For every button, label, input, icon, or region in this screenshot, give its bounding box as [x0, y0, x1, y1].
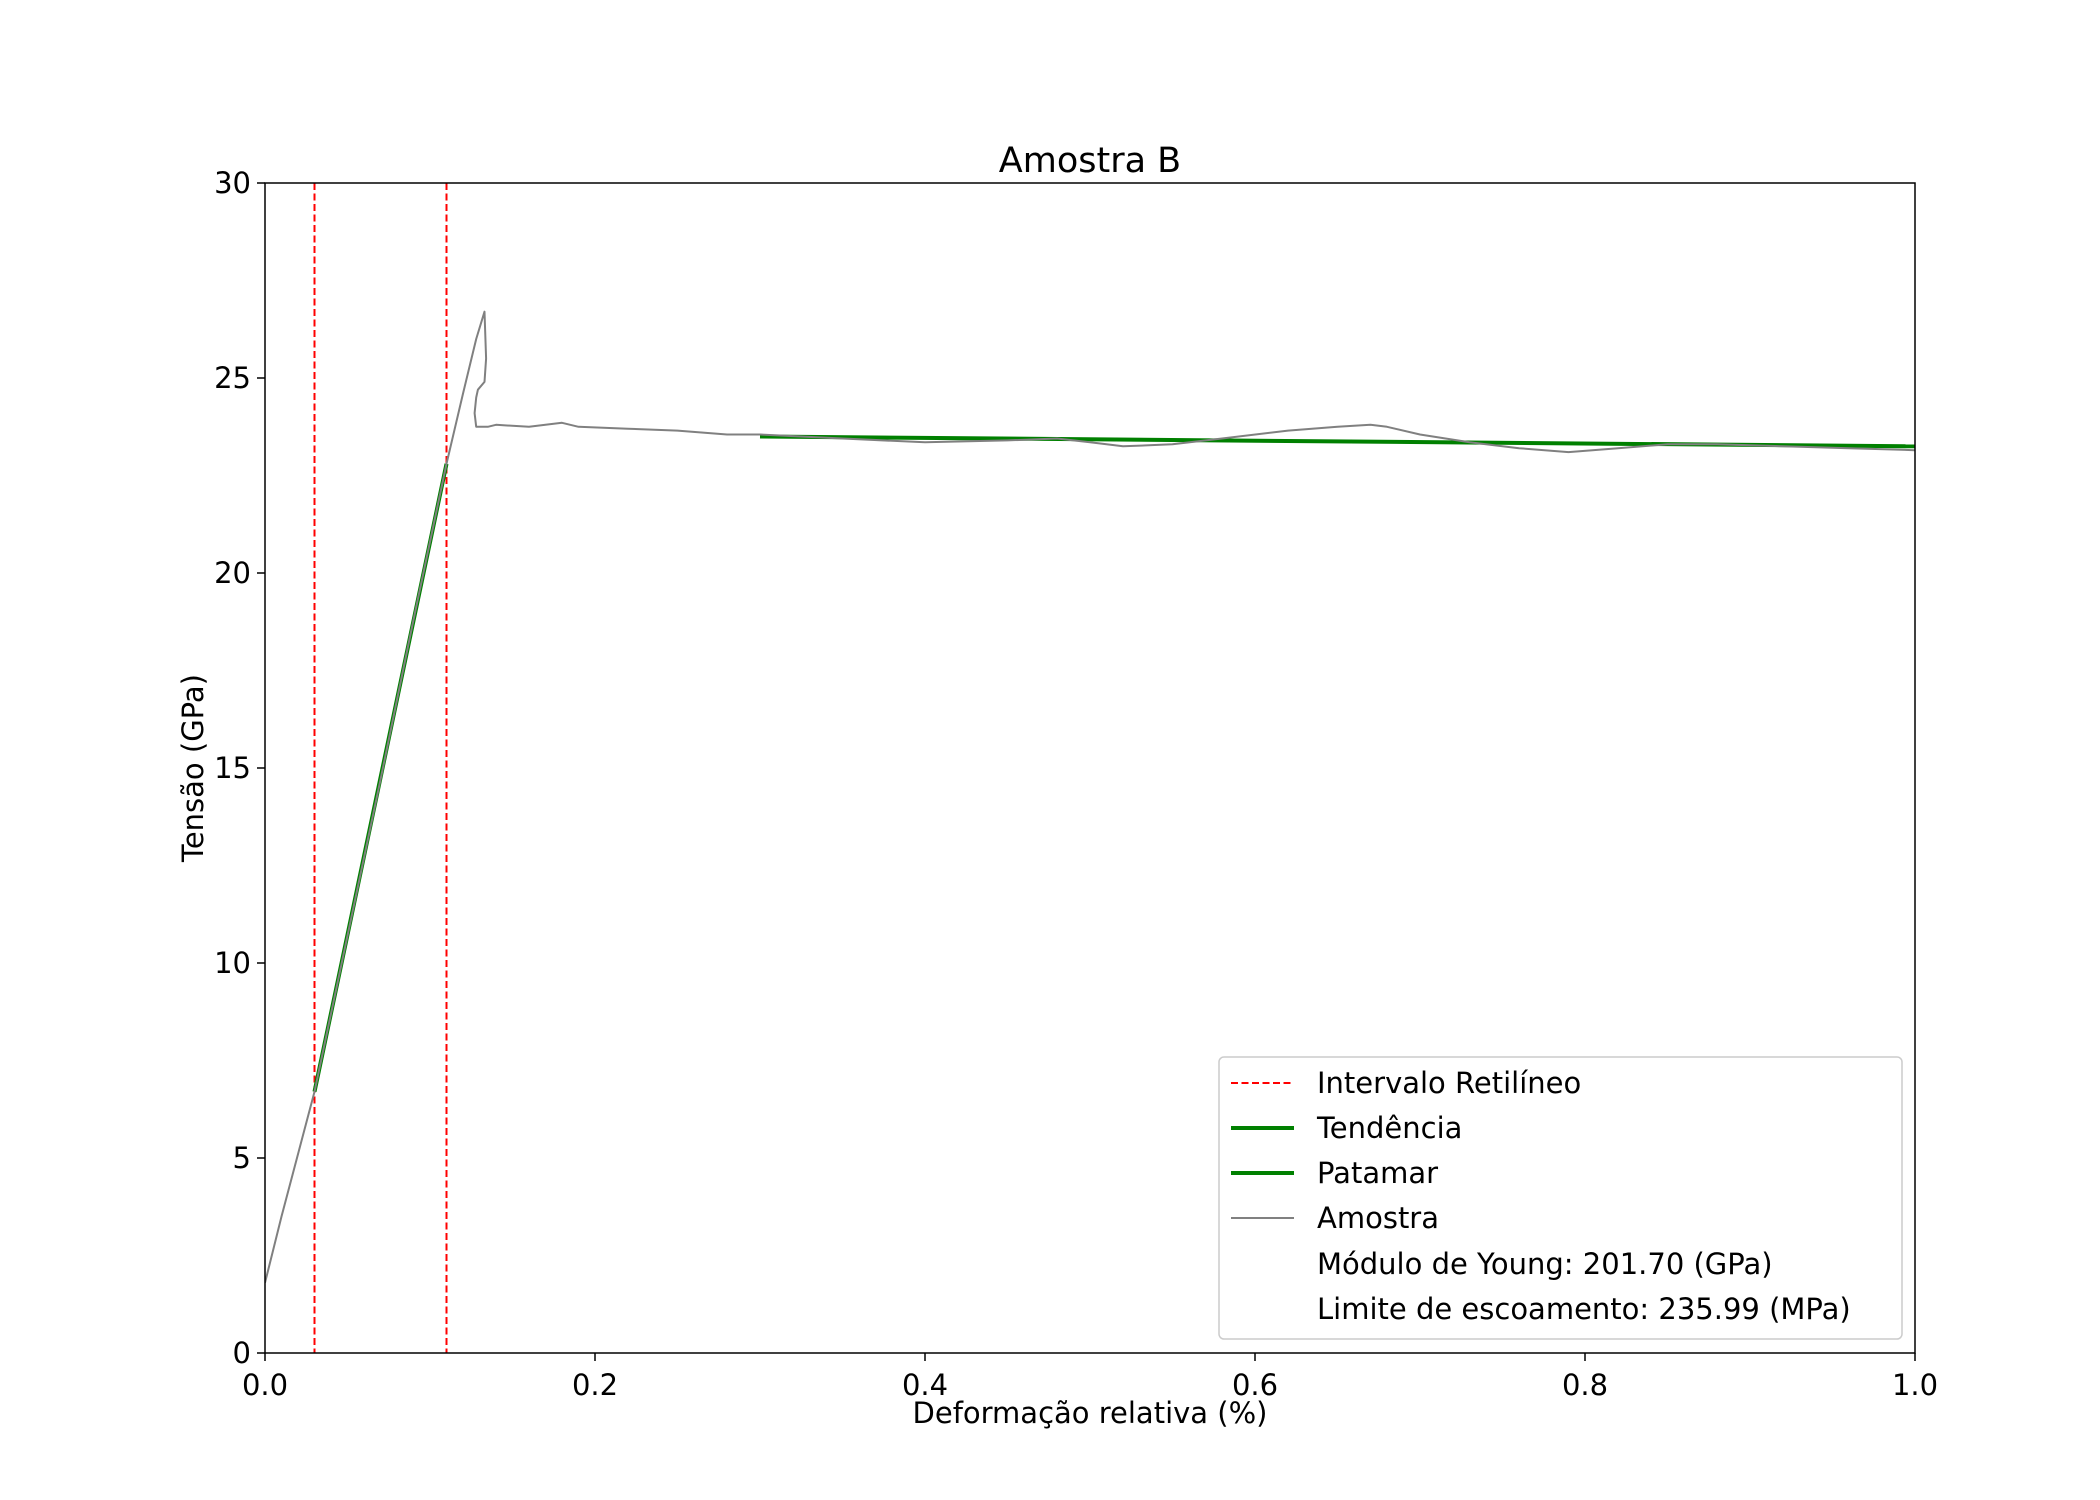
y-tick-label: 10: [214, 946, 251, 980]
x-tick-label: 0.4: [902, 1368, 948, 1402]
legend-label-3: Patamar: [1317, 1156, 1438, 1190]
legend-annotation-2: Limite de escoamento: 235.99 (MPa): [1317, 1292, 1851, 1326]
x-tick-label: 0.6: [1232, 1368, 1278, 1402]
y-axis-title: Tensão (GPa): [176, 674, 210, 863]
x-tick-label: 0.0: [242, 1368, 288, 1402]
legend-label-1: Intervalo Retilíneo: [1317, 1066, 1581, 1100]
legend-box: [1218, 1056, 1903, 1340]
x-axis-ticks: 0.0 0.2 0.4 0.6 0.8 1.0: [242, 1353, 1938, 1402]
y-tick-label: 15: [214, 751, 251, 785]
x-tick-label: 1.0: [1892, 1368, 1938, 1402]
y-tick-label: 30: [214, 166, 251, 200]
legend-annotation-1: Módulo de Young: 201.70 (GPa): [1317, 1247, 1773, 1281]
legend: Intervalo Retilíneo Tendência Patamar Amost…: [1218, 1056, 1903, 1340]
y-tick-label: 20: [214, 556, 251, 590]
x-axis-title: Deformação relativa (%): [913, 1396, 1268, 1430]
chart-title: Amostra B: [999, 141, 1181, 181]
plot-area: [264, 182, 1916, 1354]
x-tick-label: 0.2: [572, 1368, 618, 1402]
y-tick-label: 0: [233, 1336, 251, 1370]
x-tick-label: 0.8: [1562, 1368, 1608, 1402]
legend-label-4: Amostra: [1317, 1201, 1439, 1235]
sample-curve: [265, 310, 1915, 1284]
y-tick-label: 25: [214, 361, 251, 395]
data-layer: [265, 183, 1915, 1353]
y-axis-ticks: 0 5 10 15 20 25 30: [214, 166, 265, 1370]
y-tick-label: 5: [233, 1141, 251, 1175]
legend-label-2: Tendência: [1316, 1111, 1462, 1145]
